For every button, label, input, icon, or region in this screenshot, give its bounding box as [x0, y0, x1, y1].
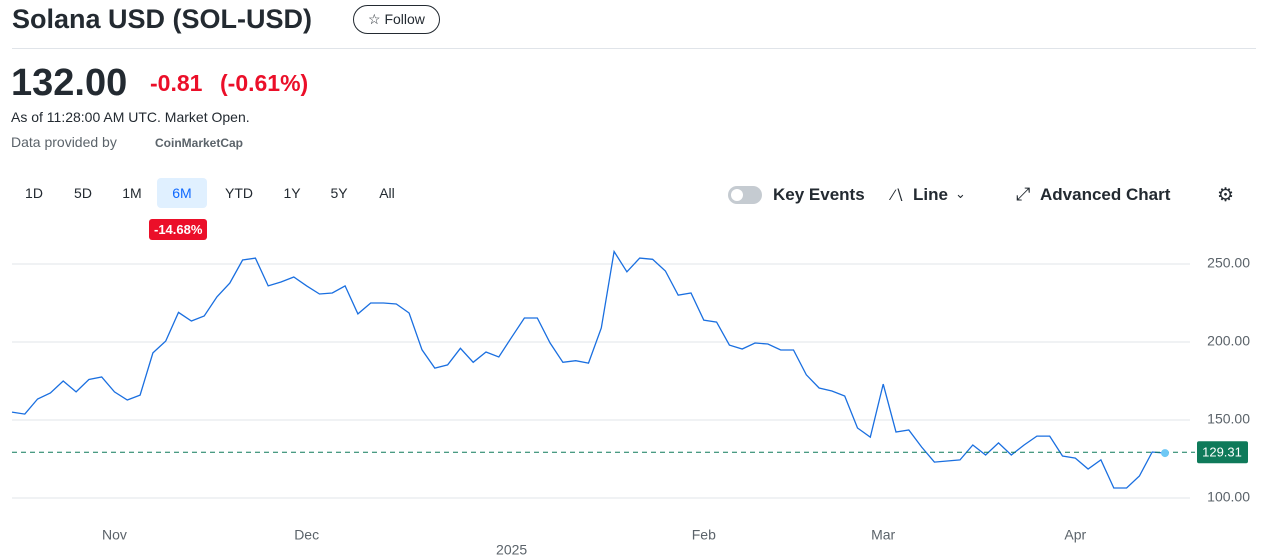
range-button[interactable]: 5D: [74, 185, 92, 201]
price: 132.00: [11, 62, 128, 104]
settings[interactable]: ⚙: [1217, 185, 1235, 206]
line-icon: ∕∖: [892, 187, 905, 204]
current-value: 129.31: [1202, 445, 1242, 460]
range-button[interactable]: 1D: [25, 185, 43, 201]
follow-label: Follow: [384, 11, 425, 27]
advanced-chart[interactable]: Advanced Chart: [1040, 185, 1171, 204]
expand-icon: ⤢: [1016, 184, 1031, 204]
title: Solana USD (SOL-USD): [12, 4, 313, 34]
divider: [12, 48, 1256, 49]
as-of: As of 11:28:00 AM UTC. Market Open.: [11, 109, 250, 125]
follow-button[interactable]: ☆ Follow: [353, 5, 440, 34]
x-tick-label: Feb: [692, 527, 716, 543]
x-tick-label: Dec: [294, 527, 319, 543]
range-button[interactable]: 1M: [122, 185, 142, 201]
y-tick-label: 150.00: [1207, 411, 1250, 427]
range-button[interactable]: All: [379, 185, 395, 201]
range-button[interactable]: 5Y: [330, 185, 348, 201]
y-tick-label: 100.00: [1207, 489, 1250, 505]
change: -0.81: [150, 70, 203, 96]
line-menu[interactable]: Line: [913, 185, 948, 204]
range-change: -14.68%: [149, 219, 208, 240]
price-line: [11, 249, 1166, 489]
change-pct: (-0.61%): [220, 70, 309, 96]
x-tick-label: 2025: [496, 542, 527, 555]
last-point: [1161, 449, 1169, 458]
range-button[interactable]: 1Y: [283, 185, 301, 201]
provider[interactable]: CoinMarketCap: [155, 136, 244, 150]
y-tick-label: 250.00: [1207, 255, 1250, 271]
x-tick-label: Nov: [102, 527, 127, 543]
key-events[interactable]: Key Events: [773, 185, 865, 204]
x-tick-label: Apr: [1064, 527, 1086, 543]
chevron: ⌄: [955, 186, 966, 201]
provided-by: Data provided by: [11, 134, 117, 150]
toggle-knob: [731, 189, 743, 201]
y-tick-label: 200.00: [1207, 333, 1250, 349]
range-button[interactable]: 6M: [157, 178, 207, 208]
x-tick-label: Mar: [871, 527, 895, 543]
current-badge: [1197, 441, 1248, 464]
range-button[interactable]: YTD: [225, 185, 253, 201]
